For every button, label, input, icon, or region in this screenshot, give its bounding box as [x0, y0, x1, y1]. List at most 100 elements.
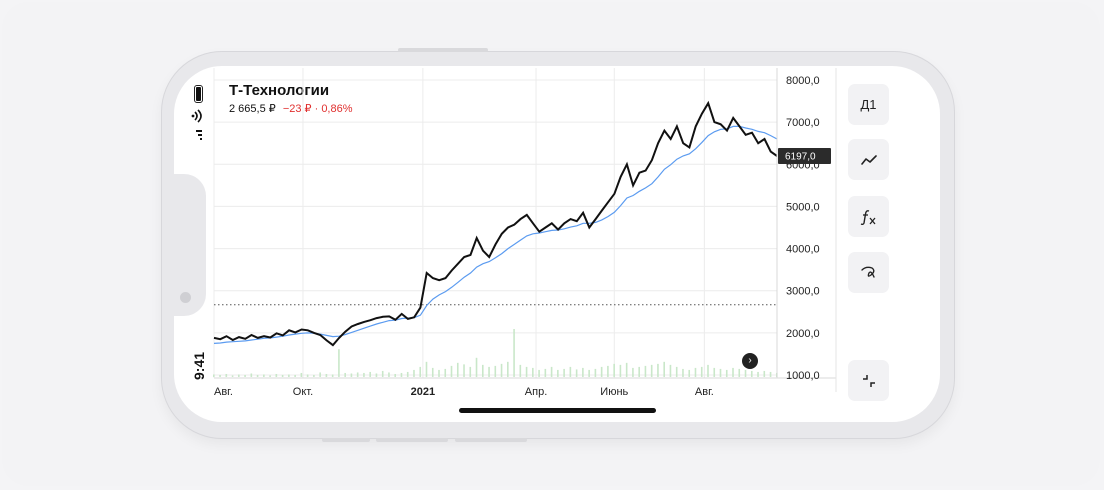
volume-bar	[363, 372, 365, 377]
volume-bar	[769, 371, 772, 377]
volume-bar	[600, 366, 603, 377]
period-label: Д1	[860, 97, 877, 112]
phone-volume-button	[376, 438, 448, 442]
volume-bar	[500, 363, 503, 377]
price-line: 2 665,5 ₽ −23 ₽ · 0,86%	[229, 102, 353, 115]
volume-bar	[394, 373, 397, 377]
volume-bar	[738, 368, 741, 377]
price-series-line	[213, 100, 778, 347]
volume-bar	[657, 363, 659, 377]
volume-bar	[463, 364, 465, 377]
x-tick-label: Окт.	[293, 386, 313, 398]
y-tick-label: 2000,0	[786, 328, 820, 340]
volume-bar	[544, 368, 547, 377]
fx-icon	[860, 209, 875, 225]
volume-bar	[438, 369, 440, 377]
volume-bar	[450, 365, 453, 377]
y-tick-label: 4000,0	[786, 244, 820, 256]
volume-bar	[219, 374, 221, 377]
volume-bar	[213, 374, 215, 377]
chart-type-button[interactable]	[848, 139, 889, 180]
volume-bar	[569, 366, 572, 377]
volume-bar	[413, 369, 415, 377]
volume-bar	[550, 366, 553, 377]
volume-bar	[475, 357, 478, 377]
volume-bar	[763, 370, 766, 377]
volume-bar	[281, 374, 284, 377]
status-icons	[191, 109, 202, 140]
y-axis-labels: 8000,07000,06000,05000,04000,03000,02000…	[786, 75, 820, 382]
volume-bar	[263, 374, 265, 377]
volume-bar	[431, 367, 434, 377]
last-price-tag: 6197,0	[778, 147, 831, 164]
y-tick-label: 1000,0	[786, 370, 820, 382]
x-tick-label: Апр.	[525, 386, 547, 398]
volume-bar	[406, 371, 409, 377]
instrument-title: Т-Технологии	[229, 82, 330, 99]
scroll-to-latest-button[interactable]: ›	[742, 353, 758, 369]
volume-bar	[669, 364, 672, 377]
y-tick-label: 5000,0	[786, 201, 820, 213]
battery-icon	[194, 85, 203, 103]
volume-bar	[725, 369, 728, 377]
volume-bars	[213, 329, 778, 377]
volume-bar	[632, 367, 634, 377]
volume-bar	[607, 365, 609, 377]
drawing-tools-button[interactable]	[848, 252, 889, 293]
volume-bar	[419, 366, 422, 377]
collapse-button[interactable]	[848, 360, 889, 401]
volume-bar	[294, 374, 296, 377]
volume-bar	[619, 364, 622, 377]
volume-bar	[325, 373, 328, 377]
indicators-button[interactable]	[848, 196, 889, 237]
period-button[interactable]: Д1	[848, 84, 889, 125]
camera-icon	[180, 292, 191, 303]
draw-icon	[860, 266, 875, 278]
volume-bar	[744, 369, 747, 377]
volume-bar	[338, 349, 340, 377]
volume-bar	[713, 367, 716, 377]
volume-bar	[388, 372, 390, 377]
volume-bar	[269, 375, 271, 377]
home-indicator	[459, 408, 656, 413]
volume-bar	[231, 375, 234, 377]
volume-bar	[375, 373, 378, 377]
volume-bar	[344, 372, 346, 377]
moving-average-line	[213, 125, 778, 344]
volume-bar	[707, 364, 709, 377]
volume-bar	[456, 362, 459, 377]
volume-bar	[250, 373, 253, 377]
volume-bar	[513, 329, 515, 377]
volume-bar	[507, 361, 509, 377]
phone-side-button	[398, 48, 488, 52]
volume-bar	[688, 369, 691, 377]
volume-bar	[288, 374, 290, 377]
collapse-icon	[862, 374, 875, 387]
volume-bar	[613, 363, 615, 377]
current-price: 2 665,5 ₽	[229, 103, 276, 115]
volume-bar	[356, 372, 359, 377]
volume-bar	[238, 374, 240, 377]
volume-bar	[563, 368, 565, 377]
volume-bar	[588, 369, 590, 377]
y-tick-label: 7000,0	[786, 117, 820, 129]
phone-volume-button	[455, 438, 527, 442]
volume-bar	[663, 361, 665, 377]
volume-bar	[694, 367, 697, 377]
volume-bar	[313, 374, 315, 377]
phone-screen	[174, 66, 940, 422]
volume-bar	[469, 366, 472, 377]
volume-bar	[444, 368, 447, 377]
volume-bar	[519, 364, 522, 377]
x-tick-label: Авг.	[695, 386, 714, 398]
y-tick-label: 3000,0	[786, 286, 820, 298]
y-tick-label: 8000,0	[786, 75, 820, 87]
volume-bar	[582, 367, 584, 377]
x-tick-label: Авг.	[214, 386, 233, 398]
volume-bar	[644, 365, 647, 377]
x-tick-label: 2021	[411, 386, 435, 398]
volume-bar	[494, 365, 497, 377]
phone-volume-button	[322, 438, 370, 442]
volume-bar	[719, 368, 722, 377]
